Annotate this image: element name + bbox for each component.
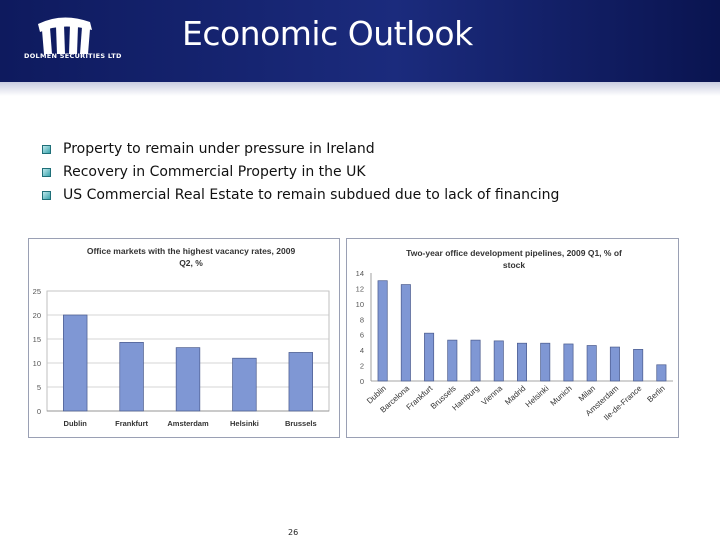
bar <box>656 364 667 382</box>
bar <box>447 339 458 382</box>
bullet-text: Recovery in Commercial Property in the U… <box>63 164 366 180</box>
bar <box>119 342 144 412</box>
y-tick-label: 5 <box>37 383 41 392</box>
development-pipeline-chart: Two-year office development pipelines, 2… <box>346 238 679 438</box>
bar <box>609 346 620 382</box>
vacancy-rate-chart-svg: Office markets with the highest vacancy … <box>33 246 330 428</box>
x-tick-label: Brussels <box>285 419 317 428</box>
y-tick-label: 10 <box>33 359 41 368</box>
x-tick-label: Helsinki <box>230 419 259 428</box>
x-tick-label: Vienna <box>480 383 505 407</box>
header-shadow <box>0 82 720 96</box>
x-tick-label: Munich <box>549 384 574 408</box>
bar <box>377 280 388 382</box>
bullet-text: Property to remain under pressure in Ire… <box>63 141 375 157</box>
y-tick-label: 0 <box>360 377 364 386</box>
slide-title: Economic Outlook <box>182 14 473 53</box>
bullet-item: Property to remain under pressure in Ire… <box>42 138 559 161</box>
y-tick-label: 10 <box>356 300 364 309</box>
bar <box>540 342 551 382</box>
bullet-list: Property to remain under pressure in Ire… <box>42 138 559 207</box>
y-tick-label: 8 <box>360 315 364 324</box>
y-tick-label: 0 <box>37 407 41 416</box>
bar <box>232 357 257 412</box>
bullet-text: US Commercial Real Estate to remain subd… <box>63 187 560 203</box>
x-tick-label: Berlin <box>646 384 667 404</box>
y-tick-label: 20 <box>33 311 41 320</box>
bar <box>586 345 597 382</box>
square-bullet-icon <box>42 145 51 154</box>
page-number: 26 <box>288 528 299 537</box>
y-tick-label: 6 <box>360 331 364 340</box>
vacancy-rate-chart: Office markets with the highest vacancy … <box>28 238 340 438</box>
x-tick-label: Helsinki <box>524 384 551 410</box>
dolmen-logo <box>22 10 142 70</box>
bar <box>470 339 481 382</box>
bar <box>563 343 574 382</box>
bar <box>63 314 88 412</box>
dolmen-logo-icon <box>38 17 92 54</box>
x-tick-label: Frankfurt <box>115 419 148 428</box>
bar <box>633 349 644 382</box>
x-tick-label: Milan <box>577 384 597 403</box>
bar <box>175 347 201 412</box>
development-pipeline-chart-svg: Two-year office development pipelines, 2… <box>356 248 673 422</box>
y-tick-label: 25 <box>33 287 41 296</box>
chart-subtitle: stock <box>503 260 525 270</box>
x-tick-label: Dublin <box>64 419 88 428</box>
bar <box>493 340 504 382</box>
y-tick-label: 12 <box>356 284 364 293</box>
header-band: DOLMEN SECURITIES LTD Economic Outlook <box>0 0 720 82</box>
x-tick-label: Amsterdam <box>167 419 209 428</box>
bar <box>517 342 527 382</box>
y-tick-label: 14 <box>356 269 364 278</box>
chart-title: Two-year office development pipelines, 2… <box>406 248 622 258</box>
x-tick-label: Frankfurt <box>405 383 435 412</box>
bullet-item: Recovery in Commercial Property in the U… <box>42 161 559 184</box>
chart-subtitle: Q2, % <box>179 258 203 268</box>
y-tick-label: 15 <box>33 335 41 344</box>
chart-title: Office markets with the highest vacancy … <box>87 246 296 256</box>
square-bullet-icon <box>42 168 51 177</box>
square-bullet-icon <box>42 191 51 200</box>
bar <box>288 352 313 412</box>
bullet-item: US Commercial Real Estate to remain subd… <box>42 184 559 207</box>
y-tick-label: 4 <box>360 346 364 355</box>
y-tick-label: 2 <box>360 362 364 371</box>
bar <box>400 284 411 382</box>
logo-text: DOLMEN SECURITIES LTD <box>24 52 122 60</box>
bar <box>424 332 435 382</box>
